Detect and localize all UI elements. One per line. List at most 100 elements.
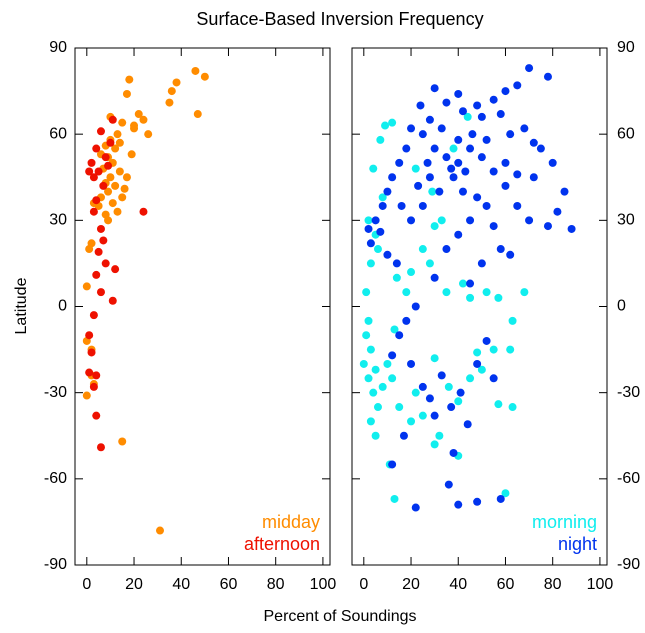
scatter-point <box>191 66 200 75</box>
scatter-point <box>87 158 96 167</box>
scatter-point <box>430 354 439 363</box>
scatter-point <box>411 302 420 311</box>
scatter-point <box>399 431 408 440</box>
scatter-point <box>87 348 96 357</box>
scatter-point <box>407 417 416 426</box>
scatter-point <box>430 411 439 420</box>
scatter-point <box>435 187 444 196</box>
scatter-point <box>122 89 131 98</box>
scatter-point <box>118 437 127 446</box>
scatter-point <box>139 207 148 216</box>
scatter-point <box>442 245 451 254</box>
scatter-point <box>454 135 463 144</box>
y-tick-label: 90 <box>617 39 635 56</box>
scatter-point <box>454 500 463 509</box>
scatter-point <box>473 193 482 202</box>
scatter-point <box>529 138 538 147</box>
scatter-point <box>506 345 515 354</box>
scatter-point <box>362 288 371 297</box>
scatter-point <box>435 431 444 440</box>
y-tick-label: 60 <box>49 125 67 142</box>
scatter-point <box>525 64 534 73</box>
scatter-point <box>463 112 472 121</box>
x-tick-label: 20 <box>402 576 420 593</box>
scatter-point <box>390 325 399 334</box>
y-tick-label: -30 <box>617 384 640 401</box>
scatter-point <box>414 181 423 190</box>
scatter-point <box>108 296 117 305</box>
scatter-point <box>89 382 98 391</box>
scatter-point <box>108 199 117 208</box>
scatter-point <box>108 115 117 124</box>
scatter-point <box>85 167 94 176</box>
scatter-point <box>482 135 491 144</box>
scatter-point <box>113 207 122 216</box>
scatter-point <box>373 403 382 412</box>
scatter-point <box>407 268 416 277</box>
scatter-point <box>200 72 209 81</box>
scatter-point <box>92 270 101 279</box>
scatter-point <box>506 250 515 259</box>
y-tick-label: 0 <box>617 298 626 315</box>
scatter-point <box>482 336 491 345</box>
x-tick-label: 80 <box>544 576 562 593</box>
scatter-point <box>127 150 136 159</box>
scatter-point <box>520 124 529 133</box>
y-tick-label: 60 <box>617 125 635 142</box>
scatter-point <box>369 164 378 173</box>
scatter-point <box>473 101 482 110</box>
legend-label: midday <box>262 512 320 532</box>
scatter-point <box>101 259 110 268</box>
scatter-point <box>402 144 411 153</box>
y-tick-label: -60 <box>617 470 640 487</box>
scatter-point <box>369 388 378 397</box>
scatter-point <box>458 187 467 196</box>
scatter-point <box>407 216 416 225</box>
scatter-point <box>513 170 522 179</box>
x-tick-label: 80 <box>267 576 285 593</box>
scatter-point <box>115 167 124 176</box>
scatter-point <box>106 173 115 182</box>
y-tick-label: 90 <box>49 39 67 56</box>
scatter-point <box>376 227 385 236</box>
scatter-point <box>454 230 463 239</box>
scatter-point <box>430 222 439 231</box>
scatter-point <box>378 382 387 391</box>
scatter-point <box>383 359 392 368</box>
scatter-point <box>543 222 552 231</box>
scatter-point <box>366 345 375 354</box>
scatter-point <box>466 374 475 383</box>
scatter-point <box>92 411 101 420</box>
scatter-point <box>489 167 498 176</box>
scatter-point <box>376 135 385 144</box>
scatter-point <box>371 216 380 225</box>
x-axis-label: Percent of Soundings <box>264 608 417 625</box>
scatter-point <box>447 403 456 412</box>
scatter-point <box>366 259 375 268</box>
scatter-point <box>407 359 416 368</box>
scatter-point <box>437 371 446 380</box>
scatter-point <box>85 368 94 377</box>
scatter-point <box>144 130 153 139</box>
y-tick-label: -90 <box>617 556 640 573</box>
scatter-point <box>94 167 103 176</box>
scatter-point <box>378 201 387 210</box>
y-axis-label: Latitude <box>13 277 30 334</box>
scatter-point <box>99 181 108 190</box>
scatter-point <box>104 187 113 196</box>
scatter-point <box>466 144 475 153</box>
scatter-point <box>506 130 515 139</box>
scatter-point <box>496 110 505 119</box>
scatter-point <box>371 431 380 440</box>
scatter-point <box>501 181 510 190</box>
scatter-point <box>442 288 451 297</box>
y-tick-label: -60 <box>44 470 67 487</box>
scatter-point <box>477 153 486 162</box>
scatter-point <box>543 72 552 81</box>
scatter-point <box>418 130 427 139</box>
scatter-point <box>525 216 534 225</box>
scatter-point <box>428 187 437 196</box>
scatter-point <box>430 84 439 93</box>
scatter-point <box>85 331 94 340</box>
